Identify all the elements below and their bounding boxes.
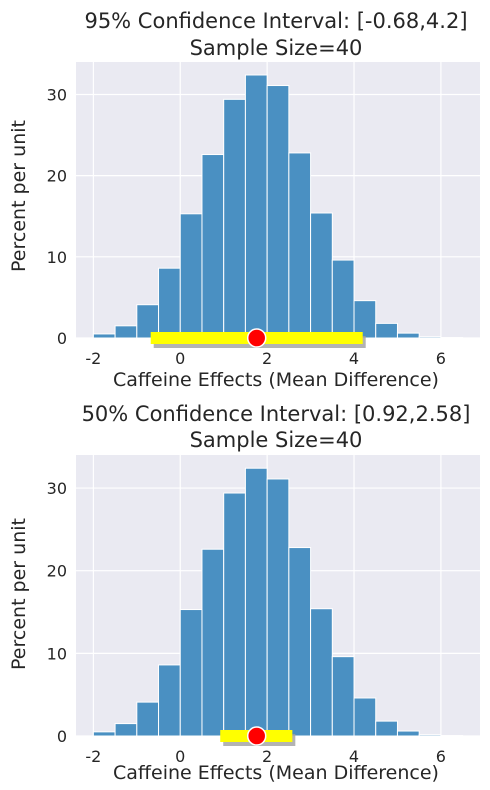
y-tick-label: 0 xyxy=(57,727,67,746)
y-tick-label: 20 xyxy=(47,167,67,186)
x-tick-label: -2 xyxy=(85,349,101,368)
histogram-bar xyxy=(158,664,181,737)
point-estimate-marker xyxy=(246,726,267,746)
histogram-bar xyxy=(244,467,268,737)
histogram-bar xyxy=(179,213,203,339)
histogram-bar xyxy=(288,547,312,737)
chart-title: 50% Confidence Interval: [0.92,2.58] xyxy=(82,402,471,426)
x-tick-label: -2 xyxy=(85,747,101,766)
histogram-bar xyxy=(201,548,225,737)
histogram-bar xyxy=(92,333,116,339)
x-tick-label: 4 xyxy=(349,349,359,368)
histogram-bar xyxy=(136,701,160,737)
chart-subtitle: Sample Size=40 xyxy=(190,428,363,452)
y-tick-label: 10 xyxy=(47,644,67,663)
histogram-bar xyxy=(418,734,442,737)
y-tick-label: 10 xyxy=(47,248,67,267)
histogram-bar xyxy=(179,609,203,737)
histogram-bar xyxy=(375,322,398,339)
histogram-bar xyxy=(375,720,398,737)
histogram-bar xyxy=(288,152,312,339)
x-tick-label: 6 xyxy=(436,349,446,368)
x-tick-label: 2 xyxy=(262,349,272,368)
histogram-bar xyxy=(223,98,246,339)
chart-title: 95% Confidence Interval: [-0.68,4.2] xyxy=(84,9,467,33)
histogram-bar xyxy=(266,478,290,737)
point-estimate-marker xyxy=(246,328,267,348)
histogram-bar xyxy=(266,85,290,339)
x-tick-label: 2 xyxy=(262,747,272,766)
chart-subtitle: Sample Size=40 xyxy=(190,36,363,60)
y-tick-label: 0 xyxy=(57,329,67,348)
y-axis-label: Percent per unit xyxy=(8,518,30,670)
histogram-bar xyxy=(114,325,138,339)
chart-svg: -2 0 2 4 6 0 10 20 30 95% Confidence Interval: [… xyxy=(8,9,480,391)
histogram-bar xyxy=(353,697,377,737)
histogram-bar xyxy=(331,656,355,737)
histogram-bar xyxy=(201,154,225,339)
histogram-bar xyxy=(418,336,442,339)
x-tick-label: 0 xyxy=(175,747,185,766)
histogram-bar xyxy=(310,212,333,339)
x-tick-label: 4 xyxy=(349,747,359,766)
y-tick-label: 30 xyxy=(47,479,67,498)
histogram-bar xyxy=(158,267,181,339)
x-axis-label: Caffeine Effects (Mean Difference) xyxy=(113,762,439,784)
histogram-bar xyxy=(396,332,420,339)
x-tick-label: 0 xyxy=(175,349,185,368)
y-tick-label: 30 xyxy=(47,85,67,104)
histogram-bar xyxy=(396,730,420,737)
histogram-bar xyxy=(92,731,116,737)
histogram-bar xyxy=(244,74,268,339)
histogram-bar xyxy=(331,259,355,339)
histogram-bar xyxy=(223,492,246,737)
chart-svg: -2 0 2 4 6 0 10 20 30 50% Confidence Interval: [… xyxy=(8,402,480,784)
x-axis-label: Caffeine Effects (Mean Difference) xyxy=(113,369,439,391)
x-tick-label: 6 xyxy=(436,747,446,766)
y-axis-label: Percent per unit xyxy=(8,120,30,272)
histogram-bar xyxy=(114,723,138,737)
histogram-bar xyxy=(310,608,333,737)
chart-panel-50: -2 0 2 4 6 0 10 20 30 50% Confidence Interval: [… xyxy=(0,395,490,790)
chart-panel-95: -2 0 2 4 6 0 10 20 30 95% Confidence Interval: [… xyxy=(8,9,480,391)
y-tick-label: 20 xyxy=(47,562,67,581)
